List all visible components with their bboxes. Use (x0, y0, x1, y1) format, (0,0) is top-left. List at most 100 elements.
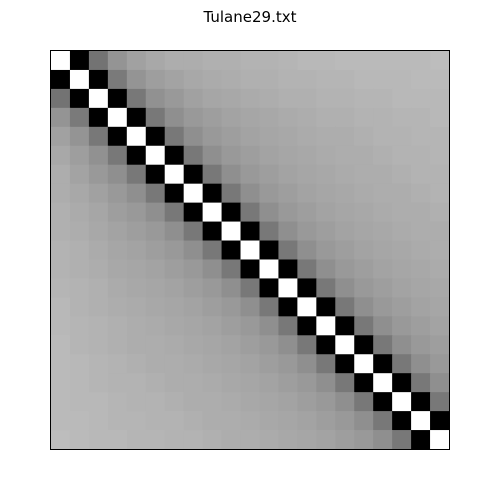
heatmap-cell-20-18 (392, 430, 412, 450)
heatmap-cell-11-18 (392, 259, 412, 280)
heatmap-cell-11-14 (316, 259, 336, 280)
heatmap-cell-14-18 (392, 316, 412, 336)
heatmap-cell-5-6 (164, 145, 185, 166)
heatmap-cell-7-2 (88, 183, 109, 204)
heatmap-cell-13-18 (392, 297, 412, 317)
heatmap-cell-18-12 (278, 392, 298, 412)
heatmap-cell-18-3 (107, 392, 128, 412)
heatmap-cell-10-18 (392, 240, 412, 261)
heatmap-cell-13-16 (354, 297, 374, 317)
heatmap-cell-4-16 (354, 126, 374, 147)
heatmap-cell-7-9 (221, 183, 242, 204)
heatmap-cell-1-4 (126, 69, 147, 90)
heatmap-cell-5-1 (69, 145, 90, 166)
heatmap-cell-11-5 (145, 259, 166, 280)
heatmap-cell-6-10 (240, 164, 261, 185)
heatmap-cell-17-13 (297, 373, 317, 393)
heatmap-cell-18-11 (259, 392, 280, 412)
heatmap-cell-14-14 (316, 316, 336, 336)
heatmap-cell-3-5 (145, 107, 166, 128)
heatmap-cell-14-4 (126, 316, 147, 336)
heatmap-cell-15-12 (278, 335, 298, 355)
heatmap-cell-20-16 (354, 430, 374, 450)
heatmap-cell-8-9 (221, 202, 242, 223)
heatmap-cell-13-2 (88, 297, 109, 317)
heatmap-cell-4-10 (240, 126, 261, 147)
heatmap-cell-18-15 (335, 392, 355, 412)
heatmap-cell-14-13 (297, 316, 317, 336)
heatmap-cell-4-4 (126, 126, 147, 147)
heatmap-cell-3-12 (278, 107, 298, 128)
heatmap-cell-19-8 (202, 411, 223, 431)
heatmap-cell-11-17 (373, 259, 393, 280)
heatmap-cell-8-17 (373, 202, 393, 223)
heatmap-cell-16-7 (183, 354, 204, 374)
heatmap-cell-16-4 (126, 354, 147, 374)
heatmap-cell-17-2 (88, 373, 109, 393)
heatmap-cell-8-8 (202, 202, 223, 223)
heatmap-cell-6-18 (392, 164, 412, 185)
heatmap-cell-13-5 (145, 297, 166, 317)
heatmap-cell-0-3 (107, 51, 128, 71)
heatmap-cell-15-11 (259, 335, 280, 355)
heatmap-cell-1-5 (145, 69, 166, 90)
heatmap-cell-4-0 (51, 126, 71, 147)
heatmap-cell-12-6 (164, 278, 185, 298)
heatmap-cell-0-19 (411, 51, 431, 71)
heatmap-cell-2-3 (107, 88, 128, 109)
heatmap-cell-8-0 (51, 202, 71, 223)
heatmap-cell-0-4 (126, 51, 147, 71)
heatmap-cell-2-16 (354, 88, 374, 109)
heatmap-cell-16-20 (430, 354, 450, 374)
heatmap-cell-17-7 (183, 373, 204, 393)
heatmap-cell-4-13 (297, 126, 317, 147)
heatmap-cell-19-6 (164, 411, 185, 431)
heatmap-cell-15-1 (69, 335, 90, 355)
heatmap-cell-19-10 (240, 411, 261, 431)
heatmap-cell-3-13 (297, 107, 317, 128)
heatmap-cell-1-16 (354, 69, 374, 90)
heatmap-cell-11-4 (126, 259, 147, 280)
heatmap-cell-9-5 (145, 221, 166, 242)
heatmap-cell-19-18 (392, 411, 412, 431)
heatmap-cell-13-9 (221, 297, 242, 317)
heatmap-cell-13-12 (278, 297, 298, 317)
heatmap-cell-11-3 (107, 259, 128, 280)
heatmap-cell-17-19 (411, 373, 431, 393)
heatmap-cell-9-16 (354, 221, 374, 242)
heatmap-cell-4-19 (411, 126, 431, 147)
heatmap-cell-18-10 (240, 392, 261, 412)
heatmap-cell-19-11 (259, 411, 280, 431)
heatmap-cell-0-6 (164, 51, 185, 71)
heatmap-cell-12-5 (145, 278, 166, 298)
heatmap-cell-8-4 (126, 202, 147, 223)
heatmap-cell-10-7 (183, 240, 204, 261)
heatmap-cell-14-1 (69, 316, 90, 336)
heatmap-cell-15-18 (392, 335, 412, 355)
heatmap-cell-8-7 (183, 202, 204, 223)
heatmap-cell-6-12 (278, 164, 298, 185)
heatmap-cell-11-11 (259, 259, 280, 280)
heatmap-cell-4-6 (164, 126, 185, 147)
heatmap-cell-13-15 (335, 297, 355, 317)
heatmap-cell-4-20 (430, 126, 450, 147)
heatmap-cell-2-20 (430, 88, 450, 109)
heatmap-cell-2-10 (240, 88, 261, 109)
heatmap-cell-10-16 (354, 240, 374, 261)
heatmap-cell-7-12 (278, 183, 298, 204)
heatmap-cell-7-14 (316, 183, 336, 204)
heatmap-cell-0-9 (221, 51, 242, 71)
heatmap-cell-13-3 (107, 297, 128, 317)
heatmap-cell-20-5 (145, 430, 166, 450)
heatmap-cell-13-7 (183, 297, 204, 317)
heatmap-cell-2-4 (126, 88, 147, 109)
heatmap-cell-13-8 (202, 297, 223, 317)
heatmap-cell-10-11 (259, 240, 280, 261)
heatmap-cell-2-0 (51, 88, 71, 109)
heatmap-cell-16-10 (240, 354, 261, 374)
heatmap-cell-8-5 (145, 202, 166, 223)
heatmap-cell-0-15 (335, 51, 355, 71)
heatmap-cell-0-7 (183, 51, 204, 71)
heatmap-cell-16-5 (145, 354, 166, 374)
heatmap-cell-11-12 (278, 259, 298, 280)
